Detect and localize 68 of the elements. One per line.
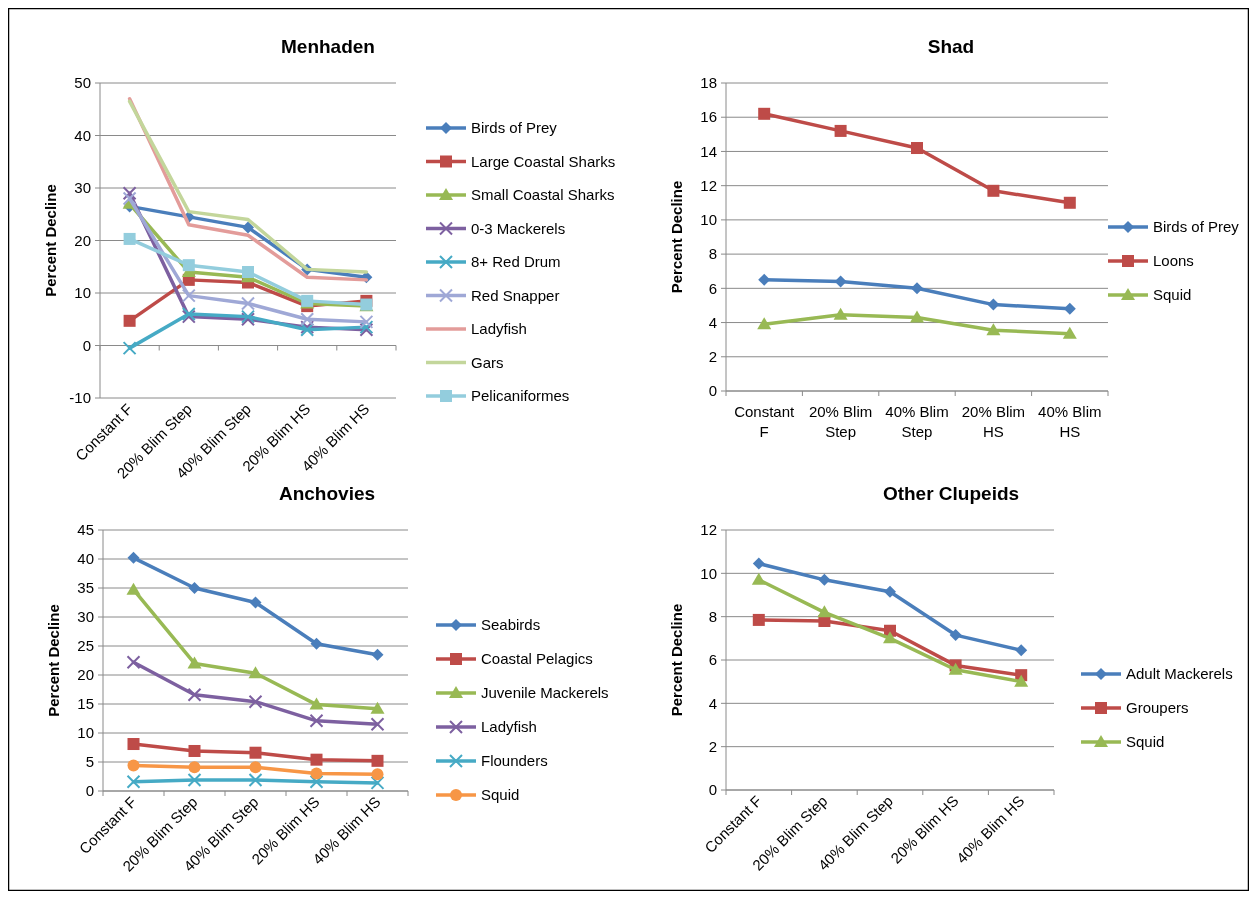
y-tick-label: 0 bbox=[708, 781, 717, 799]
y-tick-label: 15 bbox=[77, 695, 94, 713]
y-tick-label: 25 bbox=[77, 637, 94, 655]
y-tick-label: 30 bbox=[77, 608, 94, 626]
legend-label: Gars bbox=[471, 353, 504, 371]
y-tick-label: 50 bbox=[74, 74, 91, 92]
y-tick-label: 2 bbox=[708, 348, 717, 366]
y-axis-title: Percent Decline bbox=[45, 604, 62, 717]
chart-title: Menhaden bbox=[281, 36, 375, 57]
legend-label: Juvenile Mackerels bbox=[481, 684, 609, 702]
y-tick-label: 8 bbox=[708, 607, 717, 625]
legend-label: Small Coastal Sharks bbox=[471, 186, 615, 204]
y-tick-label: 6 bbox=[708, 651, 717, 669]
legend-label: Red Snapper bbox=[471, 286, 560, 304]
chart-title: Anchovies bbox=[278, 483, 376, 504]
y-axis-title: Percent Decline bbox=[42, 184, 59, 297]
chart-title: Shad bbox=[927, 36, 975, 57]
x-tick-label: 20% Blim Step bbox=[808, 403, 873, 440]
y-tick-label: 5 bbox=[85, 753, 94, 771]
x-tick-label: 40% Blim Step bbox=[885, 403, 949, 440]
legend-label: Groupers bbox=[1126, 699, 1189, 717]
legend-label: Ladyfish bbox=[481, 718, 537, 736]
y-tick-label: 0 bbox=[82, 336, 91, 354]
y-tick-label: 10 bbox=[700, 211, 717, 229]
legend-label: 8+ Red Drum bbox=[471, 253, 561, 271]
chart-title: Other Clupeids bbox=[882, 483, 1020, 504]
legend-label: Seabirds bbox=[481, 616, 541, 634]
x-tick-label: 40% Blim HS bbox=[1038, 403, 1102, 440]
y-tick-label: 10 bbox=[77, 724, 94, 742]
legend-label: Ladyfish bbox=[471, 320, 527, 338]
y-tick-label: 0 bbox=[708, 382, 717, 400]
y-tick-label: 45 bbox=[77, 521, 94, 539]
legend-label: 0-3 Mackerels bbox=[471, 219, 566, 237]
y-tick-label: 6 bbox=[708, 279, 717, 297]
y-tick-label: 14 bbox=[700, 142, 717, 160]
y-tick-label: 40 bbox=[74, 126, 91, 144]
y-tick-label: 4 bbox=[708, 694, 717, 712]
legend-label: Adult Mackerels bbox=[1126, 665, 1233, 683]
y-tick-label: 35 bbox=[77, 579, 94, 597]
legend-label: Squid bbox=[481, 786, 520, 804]
legend-label: Squid bbox=[1126, 733, 1165, 751]
y-tick-label: 4 bbox=[708, 313, 717, 331]
y-axis-title: Percent Decline bbox=[668, 603, 685, 717]
y-tick-label: 2 bbox=[708, 737, 717, 755]
legend-label: Loons bbox=[1153, 252, 1194, 270]
y-tick-label: 16 bbox=[700, 108, 717, 126]
y-tick-label: -10 bbox=[69, 389, 91, 407]
y-tick-label: 20 bbox=[74, 231, 91, 249]
y-tick-label: 10 bbox=[74, 284, 91, 302]
legend-label: Birds of Prey bbox=[471, 119, 558, 137]
x-tick-label: Constant F bbox=[734, 403, 796, 440]
legend-label: Squid bbox=[1153, 286, 1192, 304]
y-tick-label: 12 bbox=[700, 176, 717, 194]
legend-label: Large Coastal Sharks bbox=[471, 152, 616, 170]
y-tick-label: 0 bbox=[85, 782, 94, 800]
legend-label: Birds of Prey bbox=[1153, 218, 1240, 236]
y-tick-label: 40 bbox=[77, 550, 94, 568]
y-tick-label: 10 bbox=[700, 564, 717, 582]
y-tick-label: 18 bbox=[700, 74, 717, 92]
y-tick-label: 12 bbox=[700, 521, 717, 539]
x-tick-label: 20% Blim HS bbox=[961, 403, 1026, 440]
y-tick-label: 20 bbox=[77, 666, 94, 684]
y-tick-label: 8 bbox=[708, 245, 717, 263]
legend-label: Pelicaniformes bbox=[471, 387, 570, 405]
legend-label: Coastal Pelagics bbox=[481, 650, 593, 668]
y-tick-label: 30 bbox=[74, 179, 91, 197]
legend-label: Flounders bbox=[481, 752, 548, 770]
y-axis-title: Percent Decline bbox=[668, 180, 685, 294]
